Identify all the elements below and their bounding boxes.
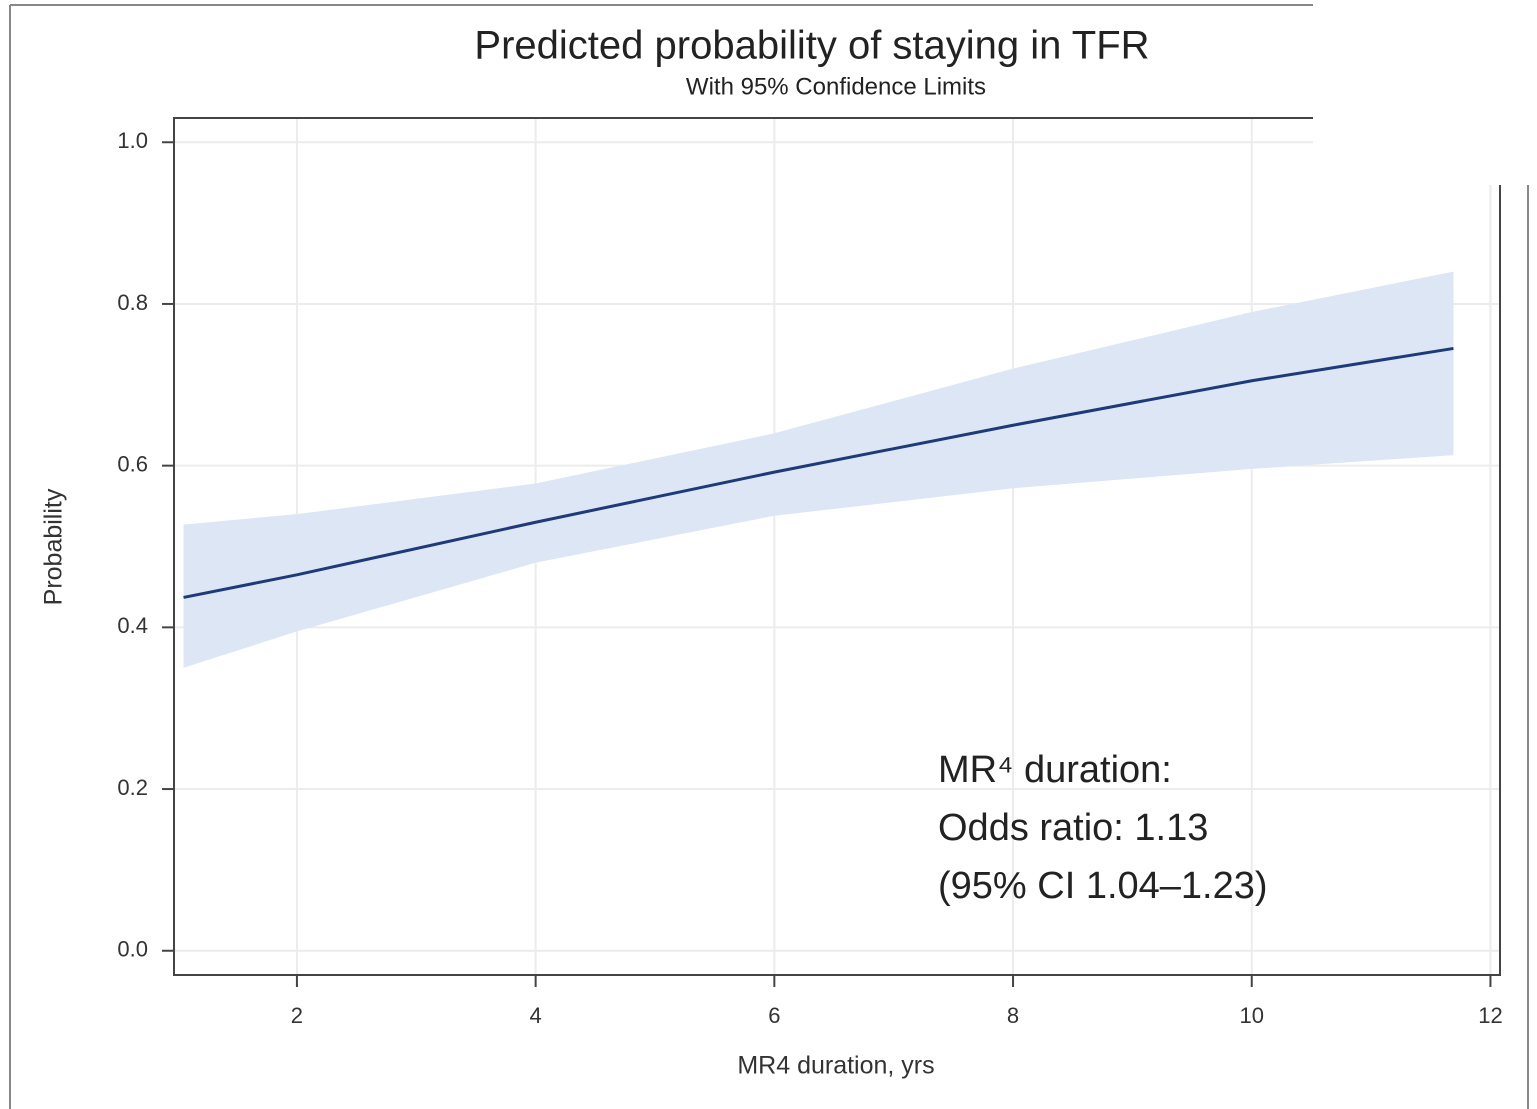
plot-area: 0.0 0.2 0.4 0.6 0.8 1.0 2 4 6 8 10 12 MR⁴ duration: O… [117,117,1503,1028]
y-tick-label: 0.6 [117,451,148,476]
annotation: (95% CI 1.04–1.23) [938,865,1268,907]
y-tick-label: 0.4 [117,613,148,638]
y-tick-label: 1.0 [117,128,148,153]
x-axis-title: MR4 duration, yrs [737,1052,934,1080]
y-tick-label: 0.2 [117,775,148,800]
x-tick-label: 8 [1007,1003,1019,1028]
x-tick-label: 4 [530,1003,542,1028]
confidence-band [183,271,1454,668]
x-tick-label: 10 [1240,1003,1264,1028]
y-tick-label: 0.8 [117,290,148,315]
plot-frame [173,117,1501,976]
x-tick-label: 12 [1478,1003,1502,1028]
annotation: Odds ratio: 1.13 [938,807,1208,849]
y-axis-title: Probability [40,488,68,605]
x-tick-label: 6 [768,1003,780,1028]
y-tick-label: 0.0 [117,937,148,962]
chart-subtitle: With 95% Confidence Limits [686,73,986,100]
annotation: MR⁴ duration: [938,749,1172,791]
chart-title: Predicted probability of staying in TFR [474,24,1149,68]
x-tick-label: 2 [291,1003,303,1028]
cover [1313,0,1537,185]
line [183,346,1454,599]
